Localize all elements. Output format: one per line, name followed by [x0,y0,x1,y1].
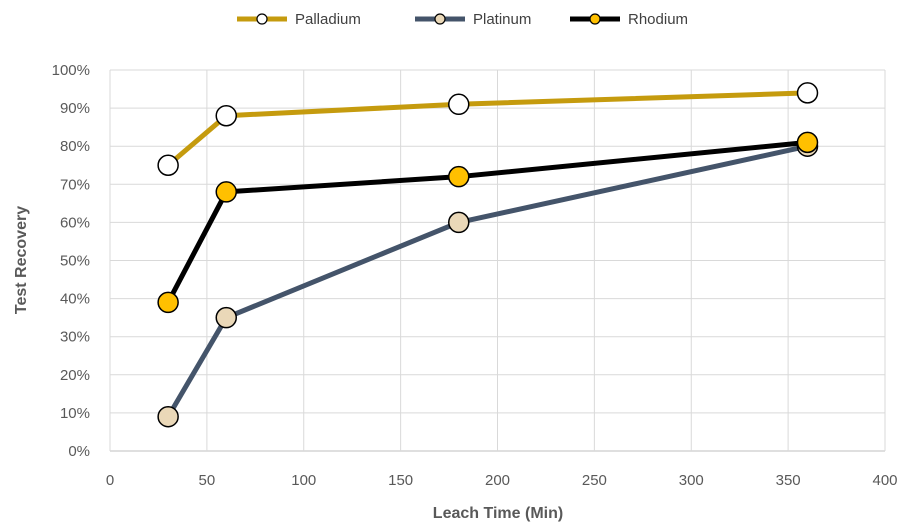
data-point-platinum [215,306,237,329]
x-axis-title: Leach Time (Min) [433,505,563,522]
data-point-platinum [448,211,470,234]
legend-label-palladium: Palladium [295,11,361,28]
y-axis-title: Test Recovery [13,206,30,314]
legend-label-rhodium: Rhodium [628,11,688,28]
y-tick-label: 90% [60,100,90,117]
legend-marker-rhodium [589,13,601,25]
x-tick-label: 350 [776,472,801,489]
y-tick-label: 0% [68,443,90,460]
legend-marker-platinum [434,13,446,25]
x-tick-label: 200 [485,472,510,489]
data-point-platinum [157,405,179,428]
y-tick-label: 100% [52,62,90,79]
x-tick-label: 100 [291,472,316,489]
series-line-platinum [165,143,810,420]
legend-item-rhodium: Rhodium [570,11,688,28]
data-point-palladium [157,154,179,176]
series-rhodium [157,131,819,314]
y-tick-label: 40% [60,291,90,308]
legend: Palladium Platinum Rhodium [237,11,688,28]
series-layer [157,82,819,428]
legend-label-platinum: Platinum [473,11,531,28]
series-palladium [157,82,819,176]
data-point-rhodium [215,181,237,203]
gridlines [109,69,886,452]
x-tick-label: 300 [679,472,704,489]
x-tick-label: 0 [106,472,114,489]
series-line-palladium [165,90,810,168]
series-line-rhodium [165,139,810,305]
series-platinum [157,135,819,428]
y-tick-label: 80% [60,138,90,155]
y-tick-label: 10% [60,405,90,422]
x-tick-label: 50 [199,472,216,489]
data-point-palladium [215,104,237,127]
y-tick-label: 60% [60,214,90,231]
data-point-palladium [448,93,470,116]
y-tick-label: 50% [60,253,90,270]
legend-item-palladium: Palladium [237,11,361,28]
x-tick-label: 150 [388,472,413,489]
data-point-palladium [796,82,819,104]
x-tick-label: 250 [582,472,607,489]
x-tick-label: 400 [872,472,897,489]
data-point-rhodium [796,131,819,154]
legend-item-platinum: Platinum [415,11,531,28]
y-axis-tick-labels: 0% 10% 20% 30% 40% 50% 60% 70% 80% 90% 100% [52,62,90,460]
legend-marker-palladium [256,13,268,25]
y-tick-label: 20% [60,367,90,384]
data-point-rhodium [157,291,179,314]
data-point-rhodium [448,165,470,188]
y-tick-label: 30% [60,329,90,346]
x-axis-tick-labels: 0 50 100 150 200 250 300 350 400 [106,472,898,489]
y-tick-label: 70% [60,176,90,193]
